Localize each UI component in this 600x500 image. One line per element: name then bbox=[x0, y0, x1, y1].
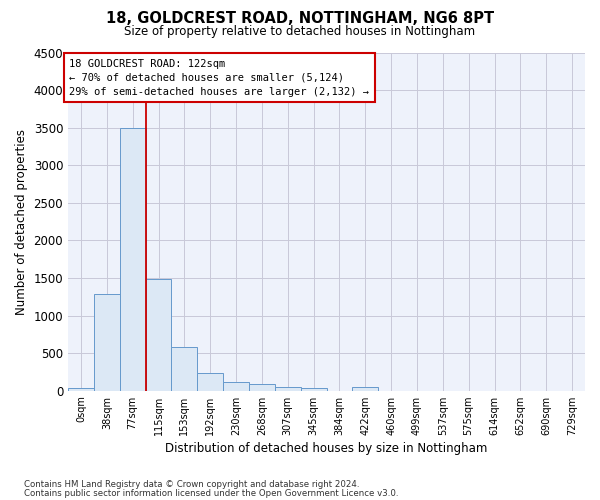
Y-axis label: Number of detached properties: Number of detached properties bbox=[15, 128, 28, 314]
Text: Contains HM Land Registry data © Crown copyright and database right 2024.: Contains HM Land Registry data © Crown c… bbox=[24, 480, 359, 489]
Bar bbox=[120, 128, 146, 390]
Bar bbox=[352, 387, 378, 390]
Bar bbox=[146, 280, 172, 390]
Bar bbox=[68, 388, 94, 390]
Text: Contains public sector information licensed under the Open Government Licence v3: Contains public sector information licen… bbox=[24, 490, 398, 498]
Bar bbox=[172, 347, 197, 391]
Bar bbox=[301, 388, 326, 390]
Bar bbox=[197, 372, 223, 390]
Text: 18, GOLDCREST ROAD, NOTTINGHAM, NG6 8PT: 18, GOLDCREST ROAD, NOTTINGHAM, NG6 8PT bbox=[106, 11, 494, 26]
X-axis label: Distribution of detached houses by size in Nottingham: Distribution of detached houses by size … bbox=[166, 442, 488, 455]
Text: 18 GOLDCREST ROAD: 122sqm
← 70% of detached houses are smaller (5,124)
29% of se: 18 GOLDCREST ROAD: 122sqm ← 70% of detac… bbox=[70, 58, 370, 96]
Text: Size of property relative to detached houses in Nottingham: Size of property relative to detached ho… bbox=[124, 25, 476, 38]
Bar bbox=[249, 384, 275, 390]
Bar bbox=[275, 386, 301, 390]
Bar bbox=[94, 294, 120, 390]
Bar bbox=[223, 382, 249, 390]
